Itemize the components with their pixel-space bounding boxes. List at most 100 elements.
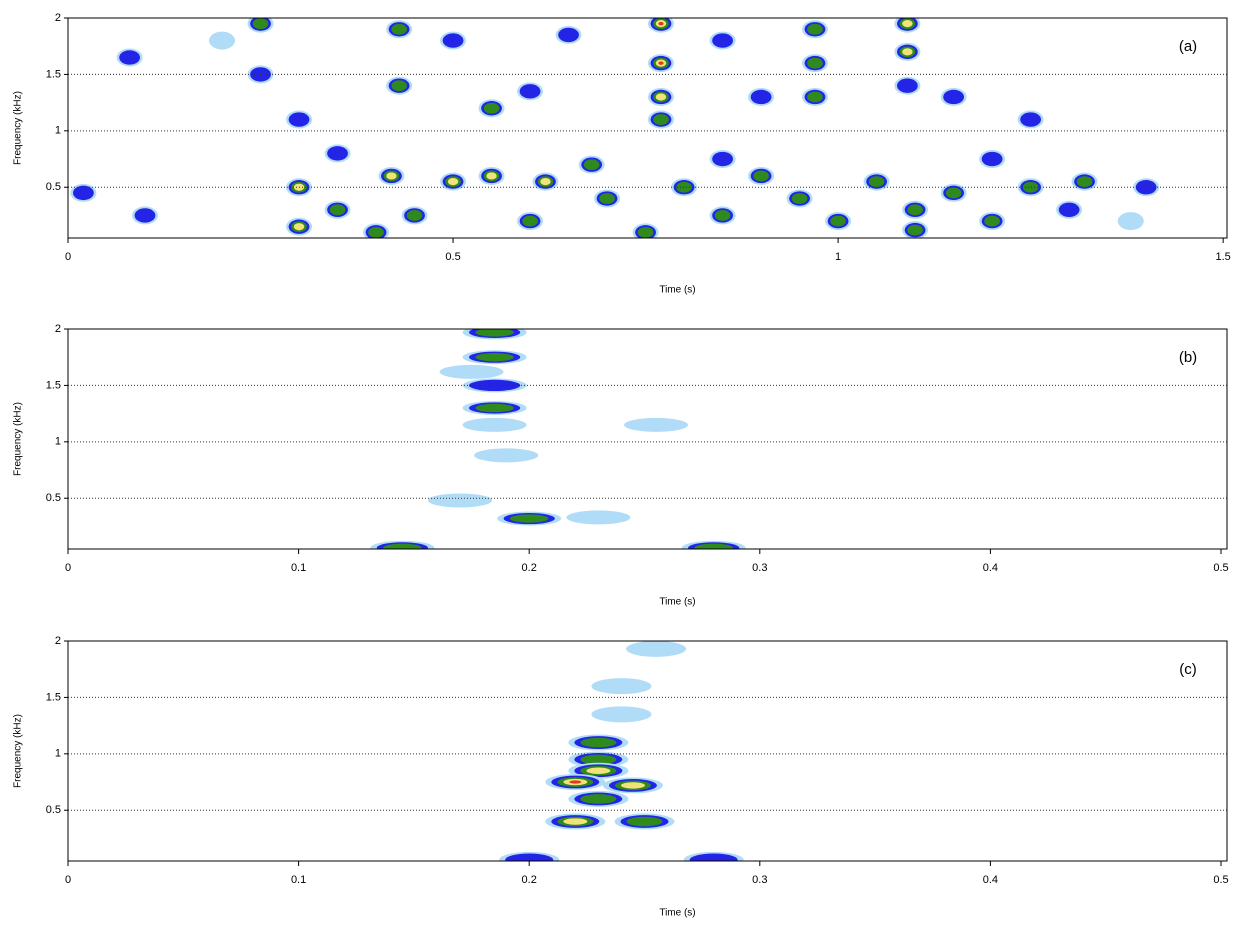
- contour: [519, 84, 541, 99]
- energy-spot: [132, 206, 159, 225]
- energy-spot: [1017, 110, 1044, 129]
- energy-spot: [632, 223, 659, 238]
- contour: [368, 226, 384, 238]
- contour: [712, 33, 733, 48]
- contour: [694, 543, 733, 549]
- contour: [293, 223, 305, 231]
- energy-spot: [517, 82, 544, 101]
- x-axis-label: Time (s): [659, 285, 695, 296]
- energy-spot: [386, 20, 413, 39]
- contour: [580, 794, 617, 804]
- energy-spot: [462, 329, 527, 340]
- y-tick-label: 1.5: [46, 379, 61, 391]
- energy-spot: [940, 87, 967, 106]
- y-tick-label: 0.5: [46, 804, 61, 816]
- x-axis-label: Time (s): [659, 908, 695, 919]
- energy-spot: [462, 417, 527, 432]
- x-tick-label: 0.5: [1213, 562, 1228, 574]
- contour: [902, 48, 913, 56]
- contour: [689, 853, 738, 861]
- panel-label: (a): [1179, 38, 1197, 55]
- energy-spot: [647, 18, 674, 33]
- energy-spot: [801, 87, 828, 106]
- x-tick-label: 0.2: [522, 874, 537, 886]
- energy-spot: [863, 172, 890, 191]
- contour: [591, 678, 652, 695]
- contour: [505, 853, 554, 861]
- energy-spot: [801, 20, 828, 39]
- y-tick-label: 0.5: [46, 181, 61, 193]
- contour: [868, 176, 885, 187]
- contour: [474, 448, 539, 463]
- x-tick-label: 0.5: [445, 251, 460, 263]
- y-tick-label: 1: [55, 436, 61, 448]
- contour: [620, 782, 645, 789]
- energy-spot: [439, 364, 504, 379]
- energy-spot: [591, 678, 652, 695]
- contour: [569, 780, 582, 784]
- energy-spot: [462, 400, 527, 415]
- contour: [830, 215, 846, 227]
- y-tick-label: 0.5: [46, 492, 61, 504]
- y-tick-label: 2: [55, 323, 61, 335]
- contour: [945, 187, 962, 199]
- contour: [897, 78, 918, 93]
- x-tick-label: 0.4: [983, 874, 998, 886]
- energy-spot: [681, 540, 746, 549]
- contour: [902, 20, 913, 28]
- energy-spot: [370, 540, 435, 549]
- energy-spot: [474, 448, 539, 463]
- contour: [1135, 180, 1157, 195]
- energy-spot: [894, 76, 921, 95]
- contour: [580, 754, 617, 765]
- contour: [714, 210, 731, 221]
- plot-frame: [67, 17, 1228, 239]
- x-tick-label: 0: [65, 562, 71, 574]
- contour: [626, 641, 687, 657]
- energy-spot: [363, 223, 390, 238]
- energy-spot: [116, 48, 143, 67]
- energy-spot: [497, 511, 562, 526]
- contour: [655, 93, 667, 101]
- energy-spot: [1017, 178, 1044, 197]
- energy-spot: [709, 31, 736, 50]
- contour: [943, 89, 965, 105]
- energy-spot: [902, 221, 929, 238]
- energy-spot: [894, 18, 921, 33]
- y-tick-label: 1: [55, 748, 61, 760]
- energy-spot: [825, 212, 852, 231]
- energy-spot: [378, 166, 405, 185]
- energy-spot: [517, 212, 544, 231]
- energy-spot: [979, 150, 1006, 169]
- contour: [462, 417, 527, 432]
- x-tick-label: 1.5: [1216, 251, 1231, 263]
- x-tick-label: 0.3: [752, 562, 767, 574]
- energy-spot: [324, 200, 351, 219]
- x-tick-label: 0: [65, 251, 71, 263]
- contour: [327, 146, 348, 161]
- x-tick-label: 0: [65, 874, 71, 886]
- contour: [483, 102, 500, 114]
- contour: [1117, 212, 1144, 231]
- energy-spot: [555, 25, 582, 44]
- contour: [712, 151, 733, 167]
- contour: [981, 151, 1003, 167]
- energy-spot: [602, 777, 663, 794]
- y-tick-label: 1.5: [46, 68, 61, 80]
- contour: [288, 112, 310, 127]
- energy-spot: [748, 166, 775, 185]
- contour: [676, 181, 692, 193]
- contour: [907, 224, 923, 236]
- energy-spot: [462, 350, 527, 365]
- energy-spot: [478, 166, 505, 185]
- contour: [807, 57, 823, 69]
- energy-spot: [428, 493, 493, 508]
- energy-spot: [247, 18, 274, 33]
- energy-spot: [478, 99, 505, 118]
- contour: [475, 329, 514, 337]
- contour: [1076, 176, 1093, 187]
- contour: [119, 50, 141, 65]
- contour: [1020, 112, 1042, 127]
- contour: [566, 510, 631, 525]
- x-tick-label: 1: [835, 251, 841, 263]
